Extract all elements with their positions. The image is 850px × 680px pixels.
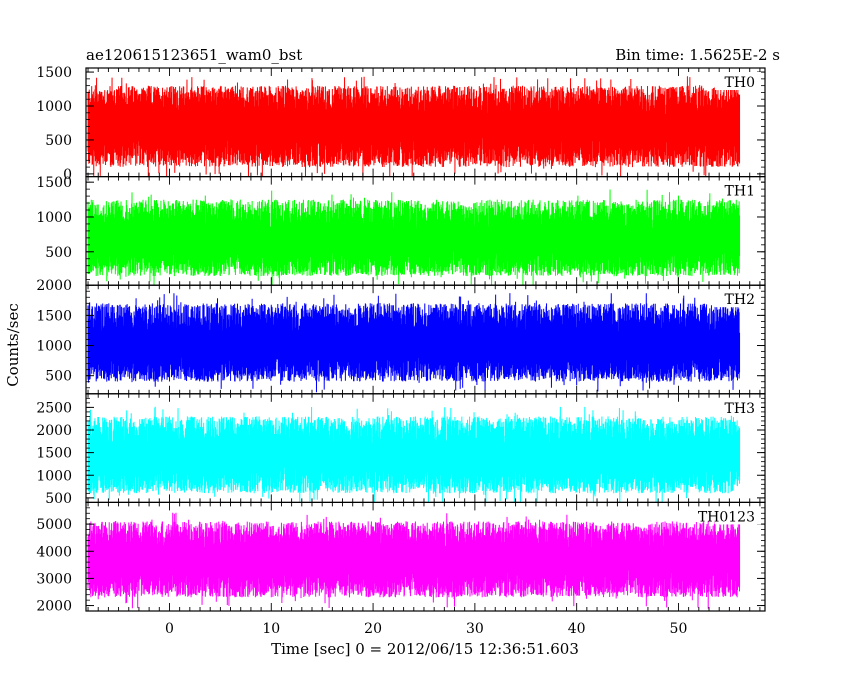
panel-th0123: 2000 3000 4000 5000 TH0123 bbox=[36, 501, 766, 615]
y-tick-label: 1500 bbox=[36, 446, 72, 462]
panel-label: TH0 bbox=[725, 75, 755, 91]
panel-label: TH1 bbox=[725, 184, 755, 200]
y-axis-label: Counts/sec bbox=[4, 303, 22, 387]
panel-th1: 500 1000 1500 TH1 bbox=[36, 175, 766, 286]
y-tick-label: 500 bbox=[45, 245, 72, 261]
y-tick-label: 0 bbox=[63, 167, 72, 183]
y-tick-label: 2000 bbox=[36, 423, 72, 439]
x-tick-label: 40 bbox=[568, 621, 586, 637]
x-tick-label: 50 bbox=[670, 621, 688, 637]
y-tick-label: 1000 bbox=[36, 210, 72, 226]
panel-th2: 500 1000 1500 2000 TH2 bbox=[36, 278, 766, 395]
panel-label-bg bbox=[715, 397, 761, 416]
panel-label-bg bbox=[715, 506, 761, 525]
x-tick-label: 0 bbox=[165, 621, 174, 637]
panels-group: 050010001500TH050010001500TH150010001500… bbox=[36, 65, 766, 637]
x-tick-label: 20 bbox=[364, 621, 382, 637]
y-tick-label: 1500 bbox=[36, 65, 72, 81]
panel-th3: 500 1000 1500 2000 2500 TH3 bbox=[36, 393, 766, 507]
y-tick-label: 5000 bbox=[36, 517, 72, 533]
panel-label-bg bbox=[715, 72, 761, 90]
series-th0123-line bbox=[87, 512, 741, 609]
y-tick-label: 1000 bbox=[36, 468, 72, 484]
y-tick-label: 1500 bbox=[36, 308, 72, 324]
series-th2-line bbox=[87, 293, 741, 393]
x-tick-label: 10 bbox=[262, 621, 280, 637]
panel-label: TH2 bbox=[725, 292, 755, 308]
y-tick-label: 2500 bbox=[36, 400, 72, 416]
panel-label: TH3 bbox=[725, 401, 755, 417]
panel-label: TH0123 bbox=[698, 509, 755, 525]
plot-title: ae120615123651_wam0_bst bbox=[86, 46, 302, 64]
series-th0-line bbox=[87, 76, 741, 177]
y-tick-label: 1000 bbox=[36, 339, 72, 355]
y-tick-label: 500 bbox=[45, 369, 72, 385]
panel-label-bg bbox=[715, 289, 761, 308]
series-th1-line bbox=[87, 189, 741, 286]
y-tick-label: 3000 bbox=[36, 571, 72, 587]
y-tick-label: 500 bbox=[45, 491, 72, 507]
y-tick-label: 2000 bbox=[36, 599, 72, 615]
y-tick-label: 1500 bbox=[36, 175, 72, 191]
x-tick-label: 30 bbox=[466, 621, 484, 637]
panel-label-bg bbox=[715, 180, 761, 199]
series-th3-line bbox=[87, 406, 741, 503]
y-tick-label: 4000 bbox=[36, 544, 72, 560]
y-tick-label: 2000 bbox=[36, 278, 72, 294]
y-tick-label: 500 bbox=[45, 133, 72, 149]
bin-time-label: Bin time: 1.5625E-2 s bbox=[615, 46, 780, 64]
y-tick-label: 1000 bbox=[36, 99, 72, 115]
x-axis-label: Time [sec] 0 = 2012/06/15 12:36:51.603 bbox=[271, 640, 579, 658]
panel-th0: 0 500 1000 1500 TH0 bbox=[36, 65, 766, 183]
